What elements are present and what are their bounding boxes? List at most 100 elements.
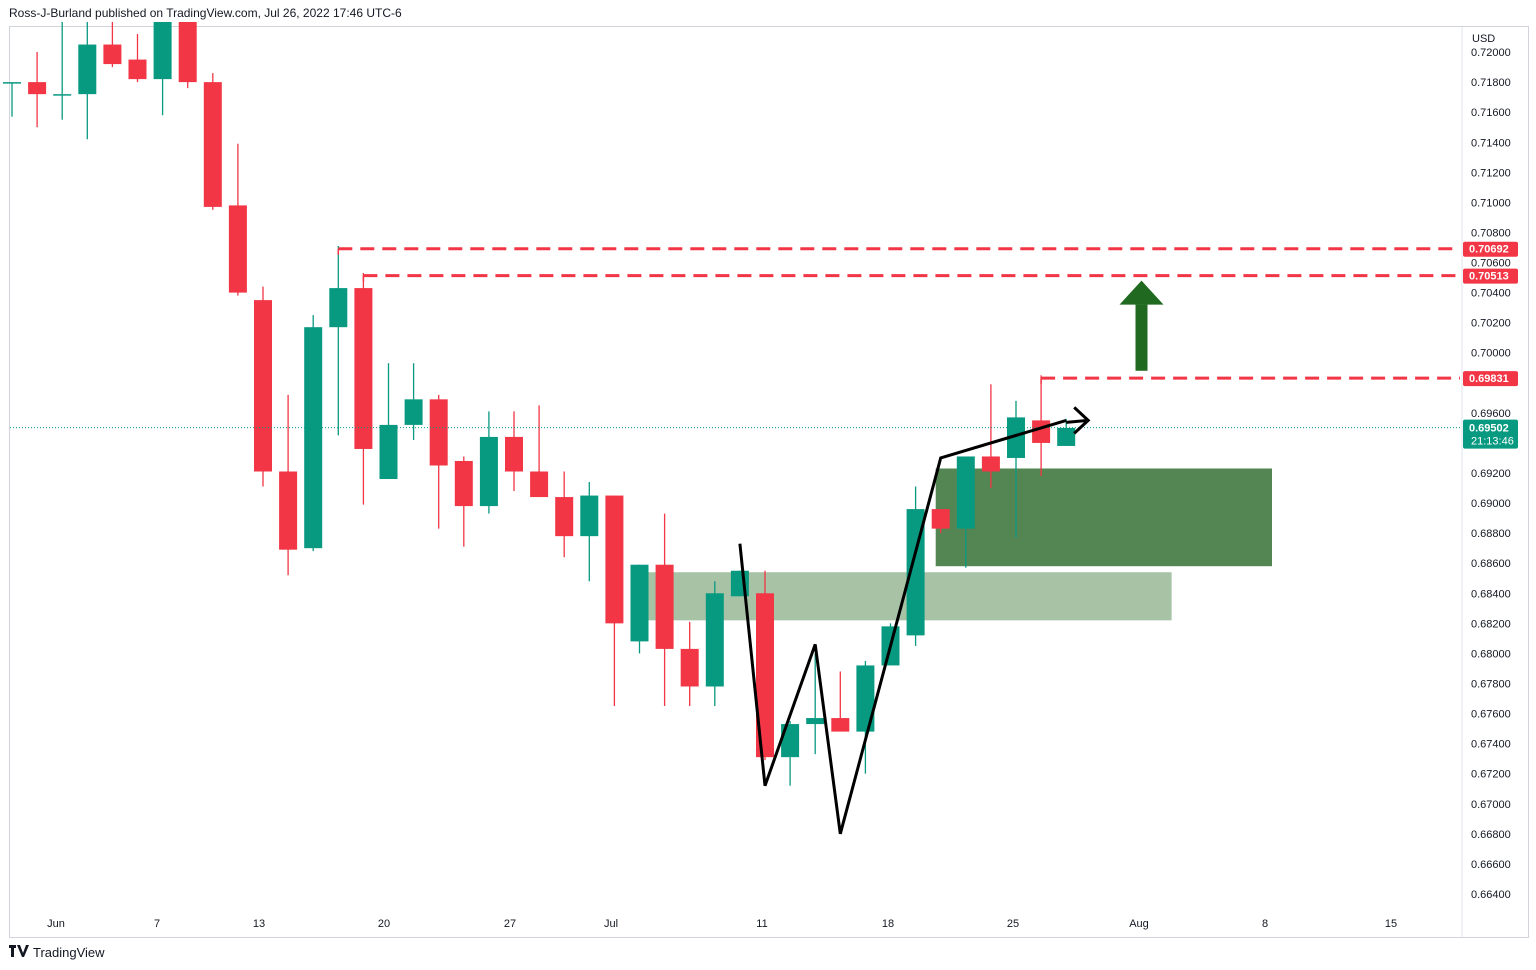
- bullish-candle: [3, 82, 21, 117]
- candle-body: [580, 495, 599, 537]
- bearish-candle: [530, 405, 549, 498]
- zone-layer: [634, 468, 1272, 621]
- candle-body: [605, 495, 624, 624]
- brand-label: TradingView: [33, 945, 105, 960]
- y-tick-label: 0.66800: [1471, 829, 1511, 841]
- candle-body: [931, 509, 950, 529]
- bearish-candle: [555, 471, 574, 558]
- bearish-candle: [203, 73, 222, 210]
- bearish-candle: [831, 671, 850, 732]
- bearish-candle: [931, 509, 950, 534]
- y-tick-label: 0.70200: [1471, 318, 1511, 330]
- x-tick-label: Jul: [604, 918, 618, 930]
- candle-body: [756, 593, 774, 758]
- x-tick-label: 27: [504, 918, 516, 930]
- current-price-tag-bg: [1463, 419, 1518, 449]
- pattern-arrow-shaft: [1066, 418, 1089, 424]
- bearish-candle: [505, 411, 523, 492]
- candle-body: [806, 718, 825, 725]
- candle-body: [555, 497, 574, 537]
- level-tag-text: 0.70692: [1469, 244, 1509, 256]
- bearish-candle: [254, 286, 272, 487]
- candle-layer: [3, 21, 1076, 786]
- y-tick-label: 0.71000: [1471, 197, 1511, 209]
- level-tag-bg: [1463, 241, 1518, 257]
- bearish-candle: [103, 21, 122, 68]
- bearish-candle: [128, 34, 147, 83]
- x-tick-label: Jun: [47, 918, 65, 930]
- candle-body: [981, 456, 1000, 472]
- candle-body: [1007, 417, 1025, 458]
- y-tick-label: 0.71600: [1471, 107, 1511, 119]
- y-tick-label: 0.68200: [1471, 618, 1511, 630]
- bearish-candle: [605, 495, 624, 707]
- countdown-text: 21:13:46: [1471, 436, 1514, 448]
- candle-body: [530, 471, 549, 498]
- candle-body: [128, 59, 147, 80]
- candle-body: [781, 724, 800, 758]
- bearish-candle: [981, 384, 1000, 489]
- x-tick-label: Aug: [1129, 918, 1149, 930]
- y-tick-label: 0.67800: [1471, 678, 1511, 690]
- candle-body: [680, 648, 699, 687]
- x-tick-label: 8: [1262, 918, 1268, 930]
- bullish-candle: [856, 660, 875, 774]
- y-tick-label: 0.70800: [1471, 227, 1511, 239]
- bullish-candle: [781, 721, 800, 786]
- x-tick-label: 13: [253, 918, 265, 930]
- x-tick-label: 7: [154, 918, 160, 930]
- y-tick-label: 0.68600: [1471, 558, 1511, 570]
- x-tick-label: 15: [1385, 918, 1397, 930]
- bullish-candle: [1057, 418, 1076, 446]
- candle-body: [1032, 420, 1051, 443]
- x-tick-label: 18: [882, 918, 894, 930]
- bullish-candle: [580, 482, 599, 582]
- y-tick-label: 0.71800: [1471, 77, 1511, 89]
- y-tick-label: 0.70600: [1471, 258, 1511, 270]
- level-tag-text: 0.70513: [1469, 271, 1509, 283]
- y-tick-label: 0.66400: [1471, 889, 1511, 901]
- y-tick-label: 0.68400: [1471, 588, 1511, 600]
- y-tick-label: 0.71400: [1471, 137, 1511, 149]
- bearish-candle: [680, 621, 699, 707]
- bullish-candle: [304, 315, 323, 552]
- y-tick-label: 0.69000: [1471, 498, 1511, 510]
- candle-body: [153, 21, 172, 80]
- candle-body: [1057, 427, 1076, 446]
- bullish-candle: [329, 245, 348, 436]
- candle-body: [304, 327, 323, 549]
- bullish-candle: [153, 21, 172, 116]
- y-tick-label: 0.67400: [1471, 739, 1511, 751]
- level-tag-text: 0.69831: [1469, 373, 1509, 385]
- bullish-candle: [906, 486, 925, 646]
- bullish-candle: [78, 21, 97, 140]
- x-tick-label: 20: [378, 918, 390, 930]
- bearish-candle: [756, 570, 774, 761]
- bullish-candle: [379, 363, 398, 480]
- currency-label: USD: [1472, 33, 1495, 45]
- candle-body: [505, 436, 523, 472]
- level-layer: [10, 247, 1462, 429]
- y-tick-label: 0.66600: [1471, 859, 1511, 871]
- candle-body: [454, 460, 473, 507]
- y-tick-label: 0.67200: [1471, 769, 1511, 781]
- bearish-candle: [354, 273, 373, 505]
- candle-body: [956, 456, 975, 529]
- candle-body: [655, 564, 674, 649]
- candle-body: [479, 436, 498, 507]
- level-price-tag: 0.70692: [1463, 241, 1518, 257]
- level-tag-bg: [1463, 268, 1518, 284]
- bearish-candle: [429, 394, 448, 529]
- bearish-candle: [454, 456, 473, 547]
- level-price-tag: 0.69831: [1463, 371, 1518, 387]
- footer: TradingView: [9, 945, 105, 960]
- bearish-candle: [655, 513, 674, 707]
- double-bottom-pattern-line: [738, 418, 1067, 835]
- bullish-candle: [630, 564, 649, 654]
- bearish-candle: [28, 52, 47, 128]
- upper-demand-zone: [935, 468, 1272, 567]
- y-tick-label: 0.71200: [1471, 167, 1511, 179]
- bearish-candle: [228, 143, 247, 296]
